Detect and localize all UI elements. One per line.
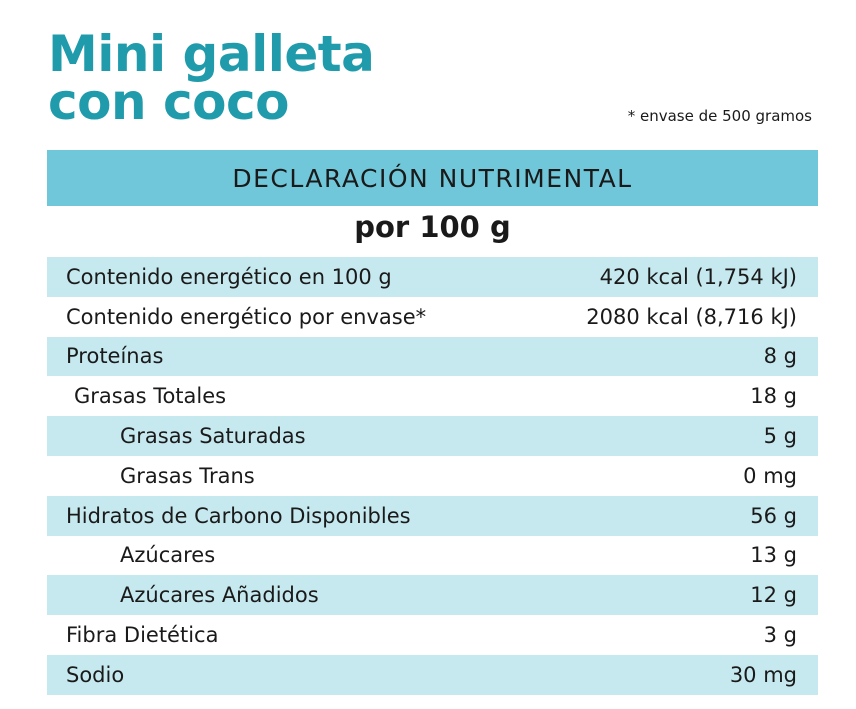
nutrient-amount: 30 mg (729, 662, 797, 687)
nutrient-name: Contenido energético por envase* (66, 304, 427, 329)
nutrient-amount: 56 g (750, 503, 797, 528)
nutrient-amount: 8 g (763, 344, 797, 369)
nutrient-name: Hidratos de Carbono Disponibles (66, 503, 411, 528)
nutrition-row: Proteínas 8 g (47, 336, 818, 377)
title-line: Mini galleta (48, 25, 375, 83)
table-title-text: DECLARACIÓN NUTRIMENTAL (232, 163, 633, 193)
nutrient-name: Grasas Trans (120, 463, 255, 488)
nutrition-row: Hidratos de Carbono Disponibles 56 g (47, 495, 818, 536)
nutrition-row: Fibra Dietética 3 g (47, 615, 818, 655)
nutrition-row: Azúcares Añadidos 12 g (47, 575, 818, 616)
nutrient-name: Azúcares (120, 543, 216, 568)
table-title: DECLARACIÓN NUTRIMENTAL (47, 150, 818, 206)
nutrient-amount: 3 g (763, 623, 797, 648)
nutrition-row: Contenido energético por envase* 2080 kca… (47, 297, 818, 337)
nutrient-amount: 12 g (750, 583, 797, 608)
nutrition-row: Grasas Trans 0 mg (47, 456, 818, 496)
nutrition-row: Sodio 30 mg (47, 654, 818, 695)
nutrient-amount: 2080 kcal (8,716 kJ) (586, 304, 797, 329)
nutrient-name: Contenido energético en 100 g (66, 264, 392, 289)
nutrient-name: Grasas Totales (74, 384, 227, 409)
nutrient-name: Fibra Dietética (66, 623, 219, 648)
nutrient-name: Grasas Saturadas (120, 424, 306, 449)
package-note: * envase de 500 gramos (627, 107, 812, 125)
nutrient-amount: 0 mg (743, 463, 797, 488)
nutrient-amount: 18 g (750, 384, 797, 409)
nutrition-row: Grasas Saturadas 5 g (47, 416, 818, 456)
nutrition-row: Grasas Totales 18 g (47, 376, 818, 416)
nutrient-name: Proteínas (66, 344, 164, 369)
title-line: con coco (48, 73, 289, 131)
nutrition-row: Azúcares 13 g (47, 536, 818, 576)
nutrient-amount: 5 g (763, 424, 797, 449)
nutrition-rows: Contenido energético en 100 g 420 kcal (1… (47, 257, 818, 695)
table-subtitle: por 100 g (354, 210, 511, 244)
product-title: Mini galleta con coco (48, 25, 375, 131)
nutrient-amount: 13 g (750, 543, 797, 568)
nutrient-name: Sodio (66, 662, 125, 687)
nutrition-row: Contenido energético en 100 g 420 kcal (1… (47, 257, 818, 297)
nutrient-amount: 420 kcal (1,754 kJ) (599, 264, 797, 289)
nutrient-name: Azúcares Añadidos (120, 583, 319, 608)
